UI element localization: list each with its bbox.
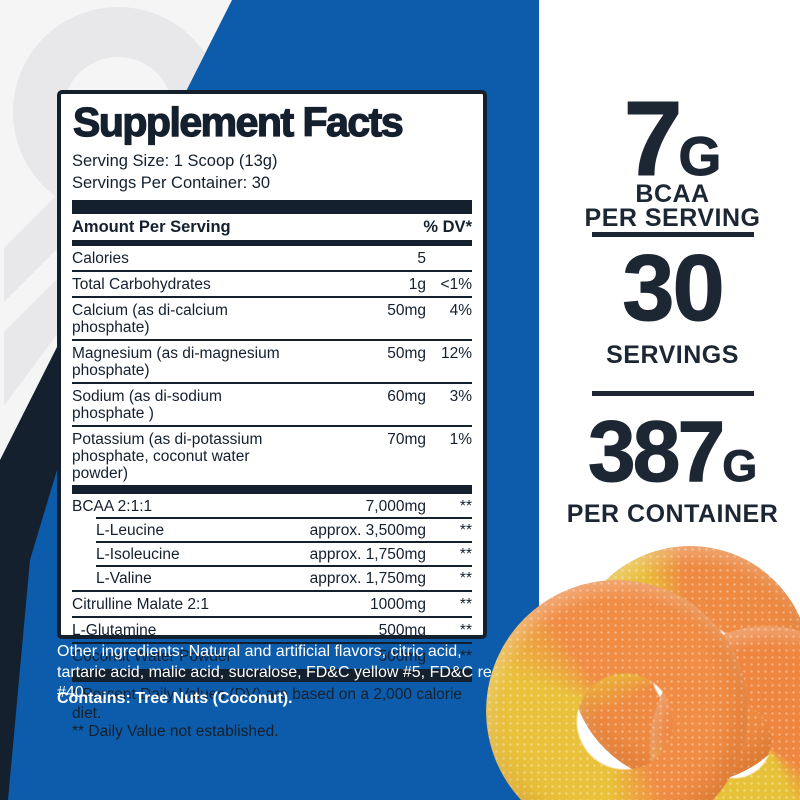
nutrient-dv: ** xyxy=(459,570,472,588)
divider-bar xyxy=(72,240,472,247)
nutrient-name: L-Leucine xyxy=(96,522,165,540)
nutrient-name: Citrulline Malate 2:1 xyxy=(72,596,209,614)
amount-per-serving-header: Amount Per Serving xyxy=(72,218,231,237)
column-header: Amount Per Serving % DV* xyxy=(72,214,472,240)
nutrient-name: L-Glutamine xyxy=(72,622,157,640)
nutrient-amount: 7,000mg xyxy=(365,498,426,516)
divider-bar xyxy=(72,669,472,683)
other-ingredients: Other ingredients: Natural and artificia… xyxy=(57,643,501,701)
nutrient-dv: 1% xyxy=(449,431,472,449)
dv-header: % DV* xyxy=(423,218,472,237)
divider-bar xyxy=(72,485,472,495)
stat-per-serving-label: PER SERVING xyxy=(584,204,761,232)
nutrient-amount: 500mg xyxy=(378,622,426,640)
serving-size: Serving Size: 1 Scoop (13g) xyxy=(72,152,278,171)
panel-title: Supplement Facts xyxy=(72,99,404,145)
stat-divider xyxy=(592,232,754,237)
nutrient-dv: ** xyxy=(459,498,472,516)
nutrient-dv: 3% xyxy=(449,388,472,406)
supplement-facts-panel: Supplement Facts Serving Size: 1 Scoop (… xyxy=(57,90,487,740)
nutrient-name: Sodium (as di-sodium phosphate ) xyxy=(72,388,222,423)
gummy-ring-front xyxy=(486,580,748,800)
nutrient-dv: ** xyxy=(459,546,472,564)
facts-row: Calories 5 xyxy=(72,246,472,270)
footnote-not-established: ** Daily Value not established. xyxy=(72,723,279,741)
nutrient-amount: 5 xyxy=(417,250,426,268)
stat-servings-count: 30 xyxy=(545,240,800,335)
nutrient-dv: 12% xyxy=(440,345,472,363)
nutrient-name: Potassium (as di-potassium phosphate, co… xyxy=(72,431,263,483)
footnotes: * Percent Daily Values (DV) are based on… xyxy=(72,686,472,742)
facts-row: L-Leucine approx. 3,500mg ** xyxy=(72,517,472,542)
facts-row: Total Carbohydrates 1g <1% xyxy=(72,270,472,296)
stat-value: 30 xyxy=(622,235,726,340)
facts-row: L-Valine approx. 1,750mg ** xyxy=(72,565,472,590)
nutrient-amount: 50mg xyxy=(387,345,426,363)
facts-row: Sodium (as di-sodium phosphate ) 60mg 3% xyxy=(72,382,472,425)
stat-value: 7 xyxy=(623,80,683,198)
nutrient-dv: ** xyxy=(459,522,472,540)
divider-bar xyxy=(72,200,472,215)
nutrient-name: L-Valine xyxy=(96,570,152,588)
facts-row: Citrulline Malate 2:1 1000mg ** xyxy=(72,590,472,616)
stat-unit: G xyxy=(678,125,722,187)
stat-container-grams: 387G xyxy=(545,409,800,496)
facts-rows: Calories 5 Total Carbohydrates 1g <1% Calcium… xyxy=(72,246,472,683)
nutrient-name: BCAA 2:1:1 xyxy=(72,498,153,516)
nutrient-amount: 1g xyxy=(408,276,426,294)
facts-row: Calcium (as di-calcium phosphate) 50mg 4% xyxy=(72,296,472,339)
stat-unit: G xyxy=(722,442,758,491)
nutrient-amount: approx. 3,500mg xyxy=(309,522,426,540)
facts-row: BCAA 2:1:1 7,000mg ** xyxy=(72,494,472,518)
nutrient-dv: 4% xyxy=(449,302,472,320)
nutrient-dv: ** xyxy=(459,648,472,666)
facts-row: L-Isoleucine approx. 1,750mg ** xyxy=(72,541,472,566)
nutrient-dv: ** xyxy=(459,622,472,640)
facts-row: Magnesium (as di-magnesium phosphate) 50m… xyxy=(72,339,472,382)
nutrient-amount: 70mg xyxy=(387,431,426,449)
nutrient-amount: 50mg xyxy=(387,302,426,320)
nutrient-amount: 60mg xyxy=(387,388,426,406)
nutrient-amount: 500mg xyxy=(378,648,426,666)
nutrient-dv: <1% xyxy=(440,276,472,294)
stat-bcaa-label: BCAA xyxy=(635,180,710,208)
stat-per-container-label: PER CONTAINER xyxy=(566,500,779,528)
allergen-contains: Contains: Tree Nuts (Coconut). xyxy=(57,690,293,707)
facts-row: Potassium (as di-potassium phosphate, co… xyxy=(72,425,472,485)
nutrient-amount: approx. 1,750mg xyxy=(309,546,426,564)
nutrient-amount: approx. 1,750mg xyxy=(309,570,426,588)
servings-per-container: Servings Per Container: 30 xyxy=(72,173,271,192)
nutrient-name: Calcium (as di-calcium phosphate) xyxy=(72,302,228,337)
nutrient-name: L-Isoleucine xyxy=(96,546,180,564)
stat-divider xyxy=(592,391,754,396)
facts-row: L-Glutamine 500mg ** xyxy=(72,616,472,642)
nutrient-name: Total Carbohydrates xyxy=(72,276,211,294)
nutrient-name: Coconut Water Powder xyxy=(72,648,232,666)
nutrient-name: Magnesium (as di-magnesium phosphate) xyxy=(72,345,280,380)
nutrient-name: Calories xyxy=(72,250,129,268)
footnote-dv: * Percent Daily Values (DV) are based on… xyxy=(72,686,463,722)
stat-bcaa-grams: 7G xyxy=(545,86,800,193)
nutrient-dv: ** xyxy=(459,596,472,614)
nutrient-amount: 1000mg xyxy=(369,596,426,614)
facts-row: Coconut Water Powder 500mg ** xyxy=(72,642,472,668)
stat-servings-label: SERVINGS xyxy=(606,341,739,369)
stat-value: 387 xyxy=(587,404,725,500)
